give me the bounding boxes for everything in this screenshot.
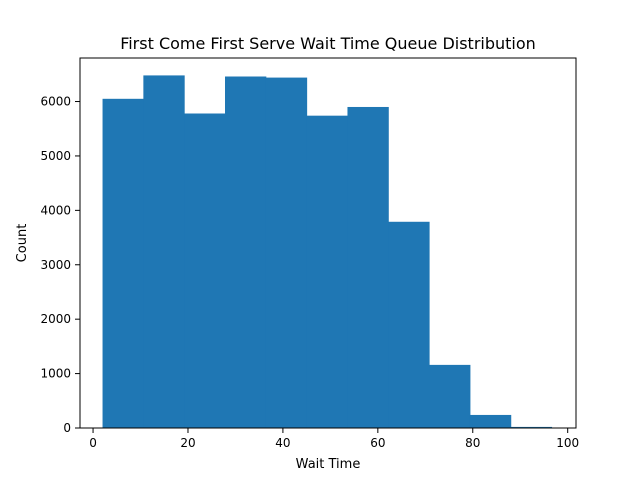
x-axis-ticks: 0 20 40 60 80 100 <box>89 428 579 450</box>
histogram-bar-8 <box>388 221 430 428</box>
histogram-bar-3 <box>184 113 226 428</box>
histogram-bar-7 <box>347 106 389 429</box>
x-tick-label: 40 <box>275 436 290 450</box>
y-tick-label: 3000 <box>40 258 71 272</box>
chart-title: First Come First Serve Wait Time Queue D… <box>120 34 536 53</box>
y-tick-label: 1000 <box>40 367 71 381</box>
y-tick-label: 0 <box>63 421 71 435</box>
histogram-bar-4 <box>225 76 267 428</box>
y-tick-label: 5000 <box>40 149 71 163</box>
histogram-bar-6 <box>306 115 348 429</box>
y-axis-label: Count <box>15 224 30 263</box>
plot-frame <box>79 57 577 429</box>
x-axis-label: Wait Time <box>296 457 361 472</box>
x-tick-label: 20 <box>180 436 195 450</box>
bars-group <box>102 75 553 429</box>
histogram-bar-11 <box>510 426 553 428</box>
x-tick-label: 100 <box>556 436 579 450</box>
y-tick-label: 2000 <box>40 312 71 326</box>
x-tick-label: 60 <box>370 436 385 450</box>
x-tick-label: 0 <box>89 436 97 450</box>
x-tick-label: 80 <box>465 436 480 450</box>
histogram-bar-5 <box>265 77 308 429</box>
histogram-bar-9 <box>429 364 471 428</box>
y-axis-ticks: 0 1000 2000 3000 4000 5000 6000 <box>40 95 80 435</box>
y-tick-label: 6000 <box>40 95 71 109</box>
histogram-bar-2 <box>143 75 185 428</box>
histogram-bar-10 <box>469 414 512 428</box>
y-tick-label: 4000 <box>40 203 71 217</box>
histogram-bar-1 <box>102 98 144 428</box>
